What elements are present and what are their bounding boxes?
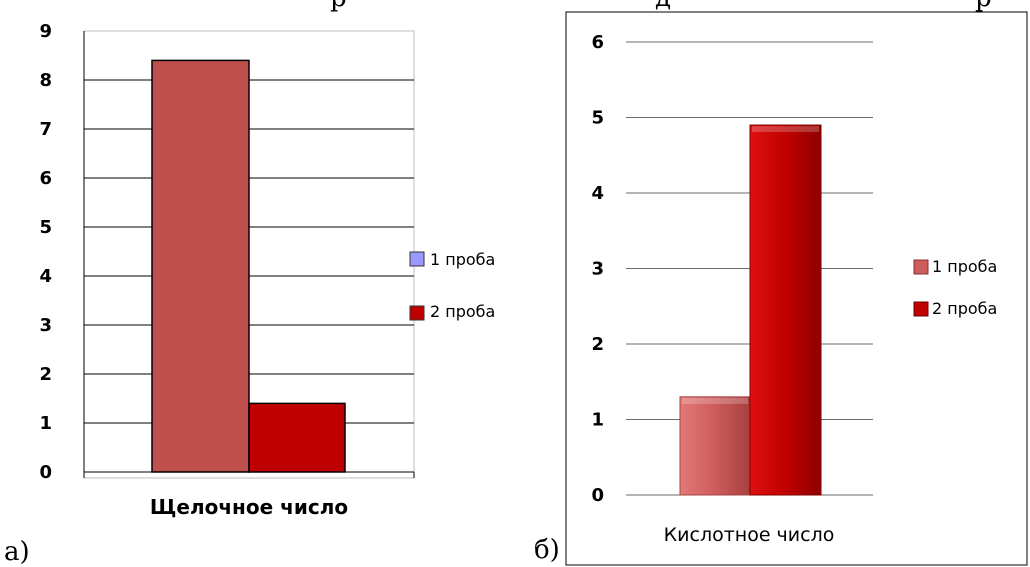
chart-a-legend-label-1: 1 проба (430, 250, 495, 269)
header-fragment-middle: д (655, 0, 671, 13)
chart-a-y-tick-label: 4 (39, 266, 52, 287)
chart-b-bar-2 (749, 124, 822, 496)
chart-a: 0 1 2 3 4 5 6 7 8 9 Щелочное число 1 проба 2 проб… (39, 21, 495, 519)
chart-b-bar-1 (679, 396, 751, 496)
chart-a-y-tick-label: 8 (39, 70, 52, 91)
chart-a-y-tick-label: 9 (39, 21, 52, 42)
chart-a-bar-2 (248, 402, 346, 473)
panel-label-b: б) (534, 535, 560, 565)
chart-b-y-tick-label: 5 (591, 108, 604, 129)
chart-b-legend-label-1: 1 проба (932, 257, 997, 276)
chart-b-y-tick-label: 2 (591, 334, 604, 355)
chart-b-bar-2-highlight (752, 126, 819, 133)
chart-b-y-tick-label: 4 (591, 183, 604, 204)
chart-a-y-tick-label: 0 (39, 462, 52, 483)
chart-a-y-tick-label: 7 (39, 119, 52, 140)
chart-a-y-tick-label: 3 (39, 315, 52, 336)
chart-a-bars (151, 59, 346, 473)
chart-a-category-label: Щелочное число (150, 495, 348, 519)
chart-a-legend-label-2: 2 проба (430, 302, 495, 321)
chart-a-bar-1 (151, 59, 250, 473)
chart-b-y-tick-label: 3 (591, 259, 604, 280)
chart-b-y-tick-label: 0 (591, 485, 604, 506)
chart-b-bars (679, 124, 822, 496)
chart-a-y-tick-label: 5 (39, 217, 52, 238)
chart-b-y-ticks: 0 1 2 3 4 5 6 (591, 32, 604, 506)
chart-a-y-tick-label: 1 (39, 413, 52, 434)
chart-b-legend-label-2: 2 проба (932, 299, 997, 318)
chart-a-legend-swatch-1 (409, 251, 425, 267)
chart-a-legend-swatch-2 (409, 305, 425, 321)
chart-b-category-label: Кислотное число (664, 524, 835, 546)
chart-b-legend-swatch-1 (913, 259, 929, 275)
header-fragment-right: р (975, 0, 992, 13)
chart-b-legend-swatch-2 (913, 301, 929, 317)
header-fragment-left: р (330, 0, 347, 13)
chart-a-y-ticks: 0 1 2 3 4 5 6 7 8 9 (39, 21, 52, 483)
chart-a-y-tick-label: 6 (39, 168, 52, 189)
panel-label-a: а) (4, 537, 30, 567)
chart-b-y-tick-label: 6 (591, 32, 604, 53)
chart-b-bar-1-highlight (682, 397, 748, 404)
chart-b: 0 1 2 3 4 5 6 Кислотное число 1 проба 2 проба (565, 11, 1028, 566)
chart-b-y-tick-label: 1 (591, 410, 604, 431)
chart-a-y-tick-label: 2 (39, 364, 52, 385)
